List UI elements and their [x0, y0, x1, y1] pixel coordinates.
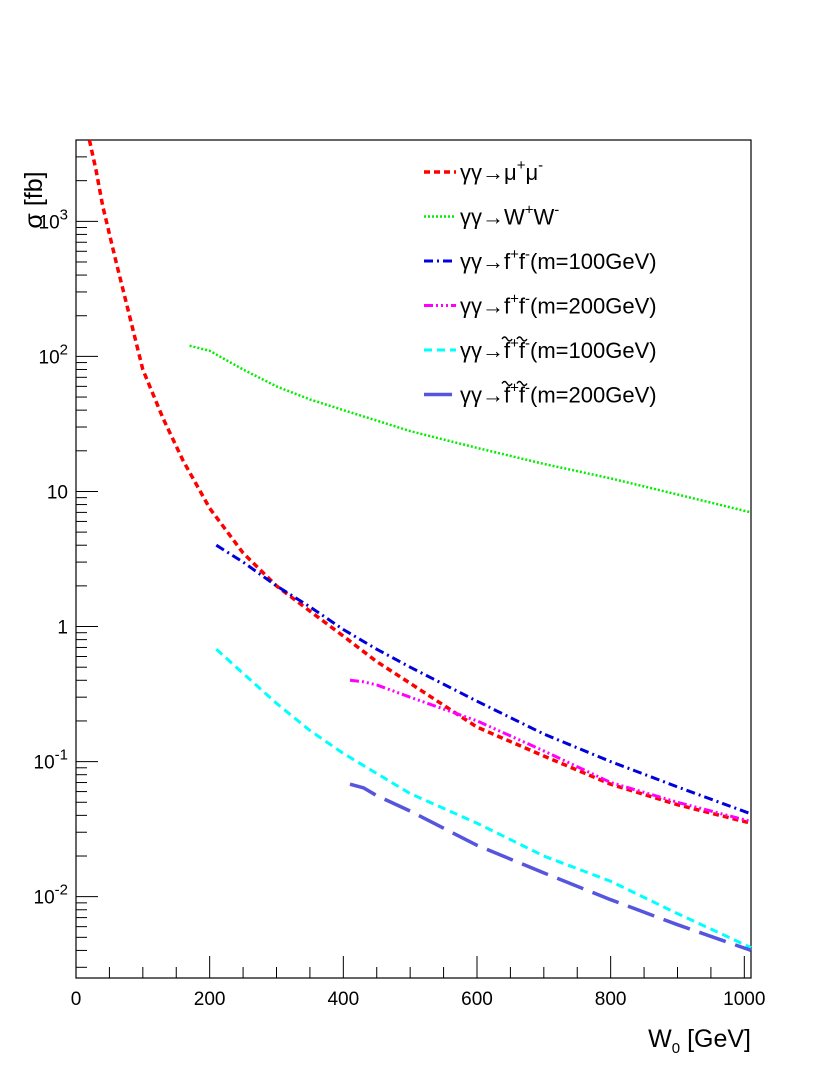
y-tick-label: 10-2 [34, 882, 68, 909]
x-tick-label: 400 [327, 989, 359, 1010]
series-line-1 [87, 139, 752, 825]
legend-label-4: γγ→f+f-(m=200GeV) [460, 291, 657, 319]
series-curves [87, 139, 752, 953]
plot-frame [75, 139, 752, 979]
x-tick-label: 1000 [723, 989, 765, 1010]
y-tick-label: 1 [57, 618, 68, 639]
y-tick-label: 102 [39, 341, 68, 368]
y-tick-label: 10 [47, 482, 68, 503]
y-axis-title: σ [fb] [20, 171, 48, 228]
legend-label-2: γγ→W+W- [460, 202, 559, 230]
x-tick-label: 0 [71, 989, 82, 1010]
y-tick-label: 103 [39, 206, 68, 233]
x-tick-label: 200 [194, 989, 226, 1010]
series-line-6 [349, 782, 752, 953]
tilde-accent [501, 380, 513, 387]
series-line-2 [189, 344, 752, 514]
tilde-accent [501, 336, 513, 342]
legend-label-1: γγ→μ+μ- [460, 157, 543, 185]
legend: γγ→μ+μ-γγ→W+W-γγ→f+f-(m=100GeV) γγ→f+f-(m… [424, 157, 657, 408]
x-axis-title: W0 [GeV] [648, 1025, 751, 1057]
legend-label-3: γγ→f+f-(m=100GeV) [460, 246, 657, 274]
tilde-accent [516, 336, 528, 342]
x-tick-label: 800 [595, 989, 627, 1010]
y-axis: 10-2 10-1 1 10 102 103 [34, 139, 98, 968]
x-axis: 0 200 400 600 800 1000 [71, 956, 765, 1010]
y-tick-label: 10-1 [34, 747, 68, 774]
tilde-accent [516, 380, 528, 387]
series-line-4 [349, 678, 752, 823]
series-line-3 [215, 543, 752, 816]
legend-label-6: γγ→f+f-(m=200GeV) [460, 380, 657, 408]
series-line-5 [215, 648, 752, 949]
legend-label-5: γγ→f+f-(m=100GeV) [460, 335, 657, 363]
x-tick-label: 600 [461, 989, 493, 1010]
